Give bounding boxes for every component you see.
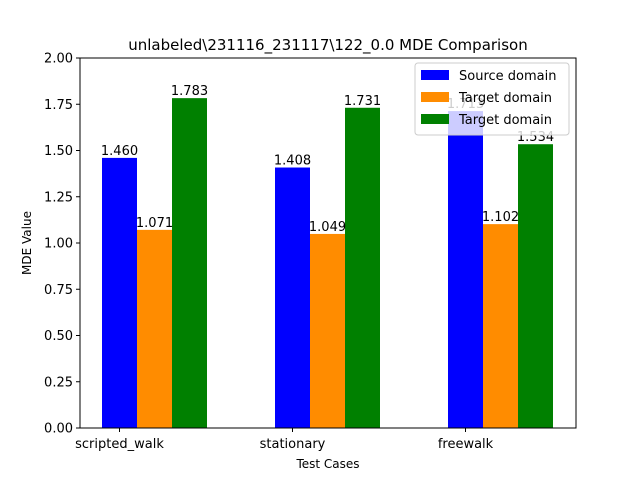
legend-label-series-2: Target domain bbox=[458, 91, 552, 106]
legend: Source domain Target domain Target domain bbox=[414, 62, 570, 136]
bar-freewalk-series-3 bbox=[518, 144, 553, 428]
bar-stationary-series-1 bbox=[275, 167, 310, 428]
y-tick-label: 1.00 bbox=[44, 237, 73, 252]
value-label-freewalk-series-2: 1.102 bbox=[482, 210, 519, 225]
chart-title: unlabeled\231116_231117\122_0.0 MDE Comp… bbox=[128, 36, 527, 55]
value-label-stationary-series-2: 1.049 bbox=[309, 220, 346, 235]
y-tick-label: 1.75 bbox=[44, 98, 73, 113]
y-axis: 0.00 0.25 0.50 0.75 1.00 1.25 1.50 1.75 2.00 bbox=[44, 52, 80, 437]
bar-stationary-series-2 bbox=[310, 233, 345, 428]
x-tick-label-scripted_walk: scripted_walk bbox=[75, 437, 164, 452]
value-label-stationary-series-1: 1.408 bbox=[274, 154, 311, 169]
bar-freewalk-series-2 bbox=[483, 224, 518, 428]
x-tick-label-stationary: stationary bbox=[260, 437, 326, 452]
y-tick-label: 2.00 bbox=[44, 52, 73, 67]
legend-swatch-series-1 bbox=[421, 70, 449, 80]
value-label-stationary-series-3: 1.731 bbox=[344, 94, 381, 109]
bar-stationary-series-3 bbox=[345, 107, 380, 428]
x-tick-label-freewalk: freewalk bbox=[438, 437, 494, 452]
bar-scripted_walk-series-3 bbox=[172, 98, 207, 429]
legend-swatch-series-3 bbox=[421, 114, 449, 124]
y-tick-label: 1.50 bbox=[44, 144, 73, 159]
bar-scripted_walk-series-2 bbox=[137, 229, 172, 428]
y-tick-label: 0.00 bbox=[44, 422, 73, 437]
y-axis-title: MDE Value bbox=[20, 211, 34, 275]
bar-scripted_walk-series-1 bbox=[102, 157, 137, 428]
y-tick-label: 1.25 bbox=[44, 190, 73, 205]
x-axis-title: Test Cases bbox=[295, 457, 359, 471]
value-label-scripted_walk-series-1: 1.460 bbox=[101, 144, 138, 159]
value-label-scripted_walk-series-3: 1.783 bbox=[171, 84, 208, 99]
legend-swatch-series-2 bbox=[421, 92, 449, 102]
y-tick-label: 0.75 bbox=[44, 283, 73, 298]
y-tick-label: 0.50 bbox=[44, 329, 73, 344]
legend-label-series-3: Target domain bbox=[458, 113, 552, 128]
bar-freewalk-series-1 bbox=[448, 111, 483, 428]
legend-label-series-1: Source domain bbox=[459, 69, 556, 84]
plot-frame bbox=[79, 57, 577, 429]
x-axis: scripted_walk stationary freewalk bbox=[75, 428, 494, 452]
y-tick-label: 0.25 bbox=[44, 375, 73, 390]
value-label-scripted_walk-series-2: 1.071 bbox=[136, 216, 173, 231]
legend-box bbox=[414, 62, 570, 136]
bars-layer bbox=[102, 98, 553, 429]
